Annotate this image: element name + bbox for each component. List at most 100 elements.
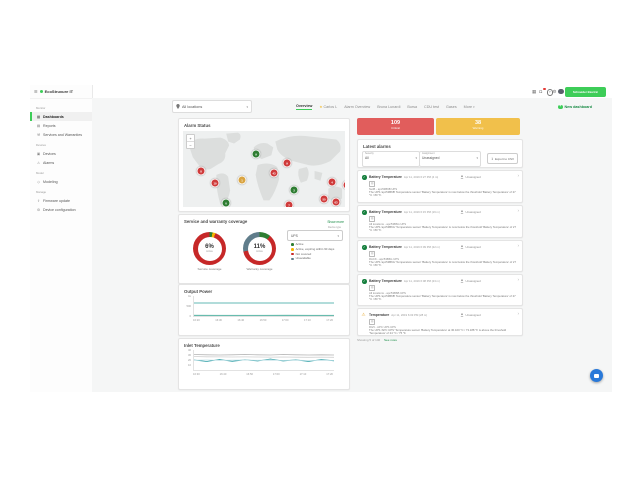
avatar[interactable] <box>558 88 564 94</box>
chevron-right-icon[interactable]: › <box>517 277 520 282</box>
map-marker[interactable]: 19 <box>210 178 220 188</box>
alarm-ok-icon: ✓ <box>362 279 367 284</box>
severity-filter[interactable]: Severity All ▾ <box>362 151 420 167</box>
y-axis-tick: 0 <box>189 314 192 318</box>
alarm-list-item[interactable]: ✓ Battery Temperature Apr 11, 2019 6:15 PM… <box>357 205 523 238</box>
legend-color-dot <box>291 248 294 251</box>
alarm-assignee[interactable]: Unassigned <box>460 210 481 214</box>
tab-overview[interactable]: Overview <box>296 103 313 111</box>
map-marker[interactable]: 63 <box>331 197 341 207</box>
map-marker[interactable]: 4 <box>327 177 337 187</box>
alarm-assignee[interactable]: Unassigned <box>460 313 481 317</box>
export-csv-button[interactable]: ↧ Export to CSV <box>486 153 518 164</box>
y-axis-tick: 10 <box>188 363 191 367</box>
chevron-down-icon: ▾ <box>415 156 417 160</box>
alarm-list-item[interactable]: ✓ Battery Temperature Apr 11, 2019 6:08 PM… <box>357 274 523 306</box>
sidebar-item-services-and-warranties[interactable]: ⚒ Services and Warranties <box>30 130 92 139</box>
tab-carlos-l[interactable]: ★ Carlos L <box>319 105 337 109</box>
series-sensor-1 <box>193 354 335 356</box>
chat-fab[interactable] <box>590 369 603 382</box>
tab-bursa[interactable]: Bursa <box>407 105 417 109</box>
alarm-title-row: Battery Temperature Apr 11, 2019 6:09 PM … <box>369 245 440 249</box>
apps-icon[interactable]: ▦ <box>532 89 537 94</box>
x-axis-tick: 17:10 <box>299 373 307 376</box>
location-filter-value: All locations <box>182 104 203 109</box>
map-marker[interactable]: 3 <box>289 185 299 195</box>
export-csv-label: Export to CSV <box>494 156 514 161</box>
tab-more[interactable]: More ▾ <box>464 105 475 109</box>
zoom-in-button[interactable]: + <box>189 135 192 141</box>
assignee-label: Unassigned <box>465 209 481 214</box>
chevron-down-icon: ▾ <box>246 104 248 109</box>
legend-color-dot <box>291 257 294 261</box>
y-axis-tick: 500 <box>186 304 191 308</box>
device-type-select[interactable]: UPS ▾ <box>287 230 343 241</box>
sidebar-item-device-configuration[interactable]: ⚙ Device configuration <box>30 205 92 214</box>
dashboard-tabs: Overview ★ Carlos L Alarm Overview Bruna Lun… <box>296 101 475 113</box>
map-marker[interactable]: 8 <box>196 166 206 176</box>
alarm-assignee[interactable]: Unassigned <box>460 245 481 249</box>
help-icon[interactable]: ? <box>546 89 553 96</box>
critical-alarms-card[interactable]: 109 Critical <box>357 118 434 135</box>
alarm-time: Apr 11, 2019 6:15 PM (16 m) <box>403 209 440 214</box>
map-marker[interactable]: 7 <box>284 200 294 207</box>
map-continents <box>188 132 343 205</box>
alarm-list-item[interactable]: ✓ Battery Temperature Apr 11, 2019 6:27 PM… <box>357 170 523 203</box>
device-type-badge: ▥ <box>369 318 376 325</box>
legend-label: Not covered <box>295 251 312 256</box>
map-marker[interactable]: 1 <box>237 175 247 185</box>
sidebar-item-devices[interactable]: ▣ Devices <box>30 149 92 158</box>
chevron-right-icon[interactable]: › <box>517 311 520 316</box>
device-type-badge: ▥ <box>369 215 376 222</box>
map-marker[interactable]: 0 <box>221 198 231 207</box>
chevron-right-icon[interactable]: › <box>517 173 520 178</box>
tab-bruna-lunardi[interactable]: Bruna Lunardi <box>377 105 400 109</box>
menu-icon[interactable]: ☰ <box>34 89 38 94</box>
person-icon <box>460 244 464 249</box>
series-sensor-2 <box>193 356 335 358</box>
tab-gases[interactable]: Gases <box>446 105 457 109</box>
map-marker[interactable]: 43 <box>269 168 279 178</box>
modeling-icon: ◇ <box>37 179 40 184</box>
sidebar-item-alarms[interactable]: ⚠ Alarms <box>30 158 92 167</box>
inlet-temperature-plot <box>193 350 335 371</box>
person-icon <box>460 174 464 179</box>
x-axis-tick: 16:50 <box>246 373 254 376</box>
chevron-right-icon[interactable]: › <box>517 208 520 213</box>
map-marker[interactable]: 9 <box>282 158 292 168</box>
x-axis-tick: 16:50 <box>259 319 267 322</box>
map-marker[interactable]: 50 <box>319 194 329 204</box>
new-dashboard-button[interactable]: + New dashboard <box>558 101 592 113</box>
assignment-filter[interactable]: Assignment Unassigned ▾ <box>419 151 481 167</box>
alarm-assignee[interactable]: Unassigned <box>460 279 481 283</box>
location-filter[interactable]: All locations ▾ <box>172 100 252 113</box>
sidebar-item-dashboards[interactable]: ▦ Dashboards <box>30 112 92 121</box>
zoom-out-button[interactable]: − <box>187 141 194 148</box>
tab-cdu-test[interactable]: CDU test <box>424 105 439 109</box>
sidebar-item-reports[interactable]: ▤ Reports <box>30 121 92 130</box>
alarm-list-item[interactable]: ⚠ Temperature Apr 11, 2019 6:03 PM (28 m) U… <box>357 308 523 336</box>
tab-label: Overview <box>296 103 313 108</box>
see-more-link[interactable]: See more <box>384 338 398 342</box>
warning-alarms-card[interactable]: 38 Warning <box>436 118 520 135</box>
tab-alarm-overview[interactable]: Alarm Overview <box>344 105 370 109</box>
sidebar-item-label: Modeling <box>43 179 58 184</box>
sidebar-item-firmware-update[interactable]: ⇧ Firmware update <box>30 196 92 205</box>
alarm-ok-icon: ✓ <box>362 210 367 215</box>
sidebar-item-modeling[interactable]: ◇ Modeling <box>30 177 92 186</box>
alarm-assignee[interactable]: Unassigned <box>460 175 481 179</box>
show-more-link[interactable]: Show more <box>327 220 344 224</box>
warning-count: 38 <box>474 119 482 126</box>
tab-label: Carlos L <box>323 105 338 109</box>
chevron-right-icon[interactable]: › <box>517 243 520 248</box>
sidebar-item-label: Devices <box>43 151 56 156</box>
output-power-plot <box>193 296 334 317</box>
settings-icon[interactable]: ⚙ <box>552 89 557 94</box>
y-axis-tick: 1k <box>188 294 191 298</box>
alarm-status-title: Alarm Status <box>184 123 211 128</box>
notifications-icon[interactable]: Ω <box>539 89 543 94</box>
world-map[interactable]: + − 81999431345063705 <box>183 131 345 207</box>
map-marker[interactable]: 9 <box>251 149 261 159</box>
alarm-list-item[interactable]: ✓ Battery Temperature Apr 11, 2019 6:09 PM… <box>357 240 523 272</box>
map-marker[interactable]: 5 <box>342 180 345 190</box>
